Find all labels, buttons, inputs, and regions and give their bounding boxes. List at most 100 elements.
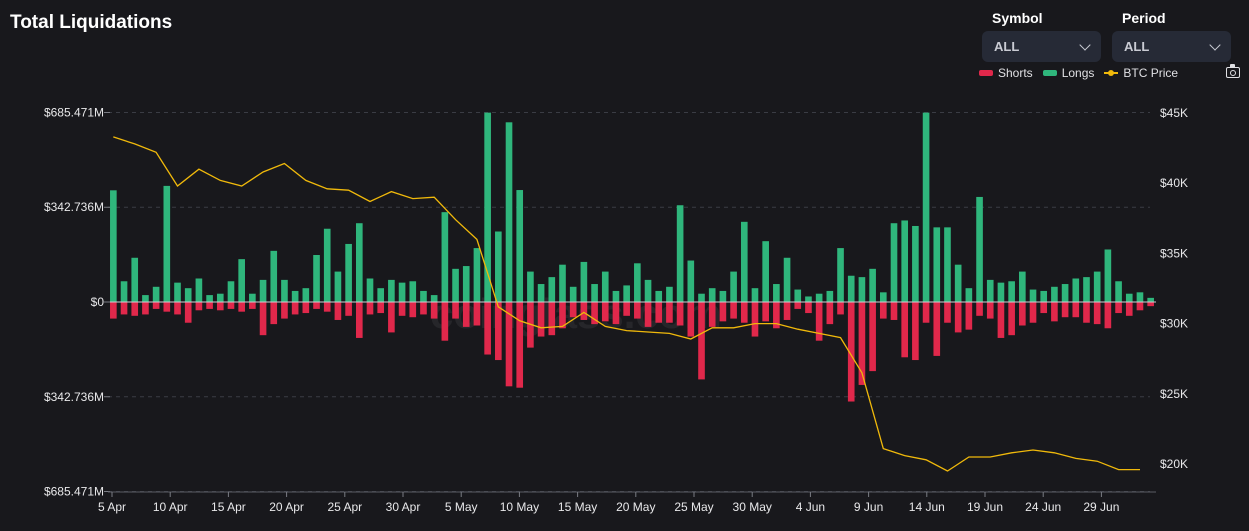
longs-bar (698, 293, 705, 302)
longs-bar (131, 257, 139, 302)
right-axis-tick-label: $35K (1160, 246, 1188, 260)
shorts-bar (933, 302, 941, 356)
legend-item-longs[interactable]: Longs (1042, 66, 1095, 80)
legend-item-price[interactable]: BTC Price (1104, 66, 1178, 80)
x-axis-tick-label: 20 May (616, 500, 655, 514)
longs-bar (495, 231, 502, 302)
longs-bar (462, 266, 470, 302)
longs-bar (302, 288, 310, 302)
x-axis-tick-label: 30 May (733, 500, 772, 514)
longs-bar (366, 278, 374, 302)
longs-bar (120, 281, 128, 302)
shorts-bar (302, 302, 310, 314)
longs-bar (206, 295, 213, 302)
longs-bar (1115, 281, 1122, 302)
shorts-bar (612, 302, 620, 325)
shorts-bar (997, 302, 1005, 338)
longs-bar (420, 290, 427, 302)
longs-bar (1147, 297, 1154, 302)
longs-bar (484, 112, 491, 302)
price-swatch (1104, 70, 1119, 76)
shorts-bar (195, 302, 203, 311)
camera-icon[interactable] (1226, 64, 1240, 78)
shorts-bar (740, 302, 748, 323)
shorts-bar (1051, 302, 1058, 322)
shorts-bar (452, 302, 459, 319)
shorts-bar (773, 302, 780, 329)
longs-bar (1061, 284, 1069, 302)
x-axis-tick-label: 24 Jun (1025, 500, 1061, 514)
shorts-bar (730, 302, 737, 319)
shorts-bar (1115, 302, 1122, 314)
shorts-bar (922, 302, 930, 323)
legend-label-shorts: Shorts (998, 66, 1033, 80)
longs-bar (323, 228, 331, 302)
right-axis-tick-label: $30K (1160, 317, 1188, 331)
longs-bar (527, 271, 534, 302)
longs-bar (912, 225, 919, 302)
longs-bar (676, 205, 684, 302)
legend-item-shorts[interactable]: Shorts (979, 66, 1033, 80)
longs-bar (986, 279, 994, 302)
period-select[interactable]: ALL (1112, 31, 1231, 62)
shorts-bar (869, 302, 876, 372)
x-axis-tick-label: 5 May (445, 500, 478, 514)
shorts-bar (120, 302, 128, 315)
shorts-bar (826, 302, 834, 325)
x-axis-tick-label: 14 Jun (909, 500, 945, 514)
shorts-bar (163, 302, 171, 312)
longs-bar (152, 286, 160, 302)
shorts-bar (623, 302, 630, 316)
shorts-bar (847, 302, 855, 402)
longs-swatch (1042, 70, 1057, 76)
longs-bar (537, 284, 545, 302)
shorts-bar (409, 302, 417, 318)
symbol-label: Symbol (992, 10, 1043, 26)
longs-bar (1008, 281, 1015, 302)
shorts-bar (634, 302, 641, 319)
longs-bar (730, 271, 737, 302)
longs-bar (1029, 289, 1037, 302)
longs-bar (794, 289, 802, 302)
shorts-bar (548, 302, 556, 336)
shorts-bar (719, 302, 727, 322)
legend-label-longs: Longs (1061, 66, 1095, 80)
x-axis-tick-label: 15 May (558, 500, 597, 514)
shorts-bar (484, 302, 491, 355)
x-axis-tick-label: 29 Jun (1083, 500, 1119, 514)
longs-bar (388, 279, 395, 302)
longs-bar (933, 227, 941, 302)
chart-legend: Shorts Longs BTC Price (979, 66, 1188, 80)
shorts-bar (751, 302, 759, 337)
longs-bar (762, 241, 769, 302)
longs-bar (1072, 278, 1080, 302)
shorts-bar (1072, 302, 1080, 318)
shorts-bar (708, 302, 716, 327)
shorts-bar (355, 302, 363, 338)
longs-bar (847, 275, 855, 302)
shorts-bar (1040, 302, 1048, 314)
right-axis-tick-label: $40K (1160, 176, 1188, 190)
longs-bar (773, 284, 780, 302)
shorts-bar (1029, 302, 1037, 323)
longs-bar (591, 284, 598, 302)
shorts-bar (281, 302, 288, 319)
longs-bar (1093, 271, 1101, 302)
shorts-bar (238, 302, 245, 312)
longs-bar (249, 293, 256, 302)
longs-bar (377, 288, 385, 302)
longs-bar (174, 282, 181, 302)
longs-bar (612, 290, 620, 302)
shorts-bar (216, 302, 224, 311)
symbol-select[interactable]: ALL (982, 31, 1101, 62)
longs-bar (238, 259, 245, 302)
shorts-bar (698, 302, 705, 380)
shorts-bar (323, 302, 331, 312)
right-axis-tick-label: $20K (1160, 457, 1188, 471)
longs-bar (740, 221, 748, 302)
shorts-bar (473, 302, 481, 326)
shorts-bar (249, 302, 256, 309)
longs-bar (815, 293, 823, 302)
shorts-bar (837, 302, 844, 315)
longs-bar (259, 279, 267, 302)
